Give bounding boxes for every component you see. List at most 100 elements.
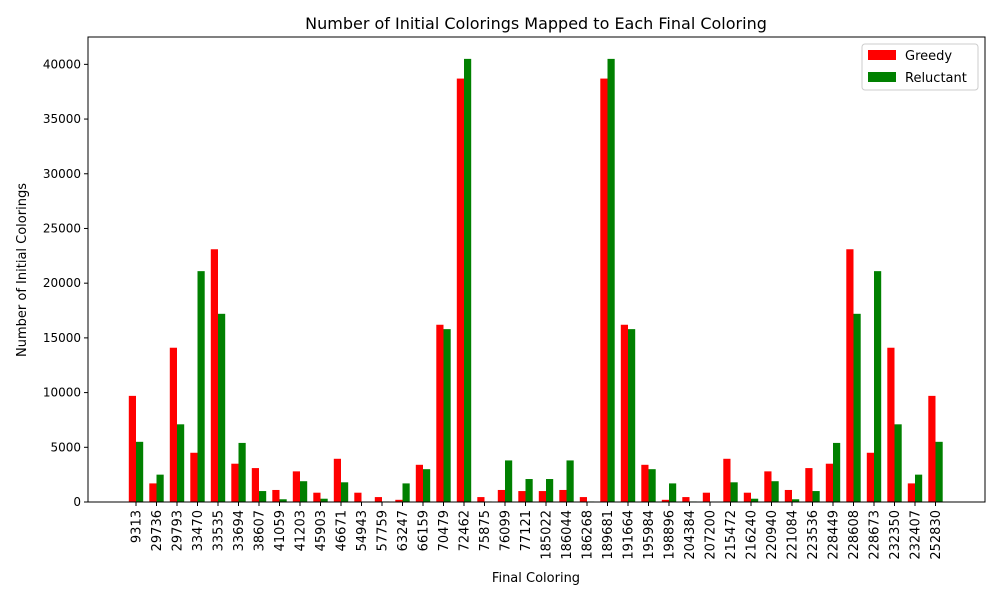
- bar-reluctant: [628, 329, 636, 502]
- bar-greedy: [292, 471, 300, 502]
- bar-greedy: [415, 464, 423, 502]
- x-tick-label: 72462: [458, 510, 473, 551]
- bar-greedy: [518, 491, 526, 502]
- legend-label-reluctant: Reluctant: [905, 71, 967, 86]
- bar-reluctant: [464, 58, 472, 502]
- x-tick-label: 185022: [540, 510, 555, 560]
- bar-reluctant: [771, 481, 779, 502]
- x-tick-label: 33694: [232, 510, 247, 551]
- bar-greedy: [620, 324, 628, 502]
- bar-reluctant: [792, 499, 800, 502]
- x-tick-label: 41059: [273, 510, 288, 551]
- y-tick-label: 30000: [43, 167, 81, 181]
- bar-greedy: [538, 491, 546, 502]
- bar-reluctant: [279, 499, 287, 502]
- bar-reluctant: [566, 460, 574, 502]
- x-tick-label: 54943: [355, 510, 370, 551]
- bars: [128, 58, 943, 502]
- bar-greedy: [210, 249, 218, 502]
- bar-greedy: [477, 497, 485, 502]
- y-tick-label: 25000: [43, 221, 81, 235]
- bar-greedy: [682, 497, 690, 502]
- x-tick-label: 195984: [642, 510, 657, 560]
- bar-reluctant: [402, 483, 410, 502]
- bar-greedy: [825, 463, 833, 502]
- x-tick-label: 198896: [663, 510, 678, 560]
- bar-greedy: [128, 395, 136, 502]
- bar-greedy: [559, 489, 567, 502]
- legend: Greedy Reluctant: [861, 43, 979, 91]
- y-tick-label: 20000: [43, 276, 81, 290]
- bar-greedy: [579, 497, 587, 502]
- x-tick-label: 221084: [786, 510, 801, 560]
- x-tick-label: 29793: [171, 510, 186, 551]
- x-tick-label: 63247: [396, 510, 411, 551]
- x-tick-label: 186044: [560, 510, 575, 560]
- x-axis-label: Final Coloring: [492, 571, 580, 586]
- bar-greedy: [333, 458, 341, 502]
- bar-reluctant: [607, 58, 615, 502]
- bar-greedy: [436, 324, 444, 502]
- bar-greedy: [743, 492, 751, 502]
- bar-reluctant: [546, 479, 554, 502]
- x-tick-label: 228608: [847, 510, 862, 560]
- bar-reluctant: [935, 441, 943, 502]
- x-tick-label: 220940: [765, 510, 780, 560]
- bar-greedy: [887, 347, 895, 502]
- x-tick-label: 33535: [212, 510, 227, 551]
- y-tick-label: 35000: [43, 112, 81, 126]
- bar-reluctant: [320, 498, 328, 502]
- x-tick-label: 77121: [519, 510, 534, 551]
- bar-reluctant: [853, 313, 861, 502]
- bar-greedy: [764, 471, 772, 502]
- x-tick-label: 252830: [929, 510, 944, 560]
- bar-greedy: [313, 492, 321, 502]
- bar-greedy: [641, 464, 649, 502]
- bar-greedy: [395, 499, 403, 502]
- bar-greedy: [866, 452, 874, 502]
- bar-reluctant: [833, 442, 841, 502]
- x-tick-label: 76099: [499, 510, 514, 551]
- x-tick-label: 186268: [581, 510, 596, 560]
- x-tick-label: 232350: [888, 510, 903, 560]
- bar-greedy: [354, 492, 362, 502]
- bar-reluctant: [894, 424, 902, 502]
- x-tick-label: 70479: [437, 510, 452, 551]
- bar-greedy: [928, 395, 936, 502]
- y-tick-label: 5000: [50, 440, 81, 454]
- bar-reluctant: [300, 481, 308, 502]
- x-tick-label: 191664: [622, 510, 637, 560]
- y-tick-label: 0: [73, 495, 81, 509]
- x-tick-label: 75875: [478, 510, 493, 551]
- x-tick-label: 215472: [724, 510, 739, 560]
- x-tick-label: 66159: [417, 510, 432, 551]
- bar-greedy: [661, 499, 669, 502]
- x-tick-label: 207200: [704, 510, 719, 560]
- bar-reluctant: [341, 482, 349, 502]
- bar-reluctant: [648, 469, 656, 502]
- bar-reluctant: [156, 474, 164, 502]
- x-tick-label: 9313: [130, 510, 145, 543]
- bar-greedy: [497, 489, 505, 502]
- x-tick-label: 33470: [191, 510, 206, 551]
- bar-reluctant: [218, 313, 226, 502]
- legend-swatch-greedy: [868, 50, 896, 60]
- bar-greedy: [456, 78, 464, 502]
- bar-reluctant: [915, 474, 923, 502]
- bar-reluctant: [197, 271, 205, 502]
- bar-reluctant: [443, 329, 451, 502]
- legend-label-greedy: Greedy: [905, 49, 952, 64]
- x-tick-label: 45903: [314, 510, 329, 551]
- bar-reluctant: [423, 469, 431, 502]
- bar-reluctant: [177, 424, 185, 502]
- x-tick-label: 216240: [745, 510, 760, 560]
- x-tick-label: 38607: [253, 510, 268, 551]
- bar-greedy: [784, 489, 792, 502]
- bar-reluctant: [730, 482, 738, 502]
- bar-greedy: [149, 483, 157, 502]
- bar-reluctant: [505, 460, 513, 502]
- x-tick-label: 232407: [909, 510, 924, 560]
- bar-greedy: [805, 468, 813, 502]
